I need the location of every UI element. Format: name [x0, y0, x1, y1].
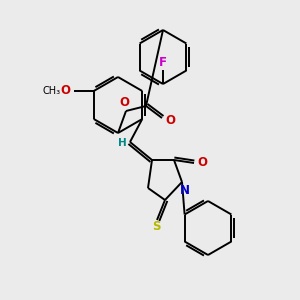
- Text: CH₃: CH₃: [43, 86, 61, 96]
- Text: O: O: [119, 95, 129, 109]
- Text: N: N: [180, 184, 190, 196]
- Text: O: O: [165, 113, 175, 127]
- Text: S: S: [152, 220, 160, 233]
- Text: O: O: [61, 85, 71, 98]
- Text: O: O: [197, 157, 207, 169]
- Text: H: H: [118, 138, 126, 148]
- Text: F: F: [159, 56, 167, 68]
